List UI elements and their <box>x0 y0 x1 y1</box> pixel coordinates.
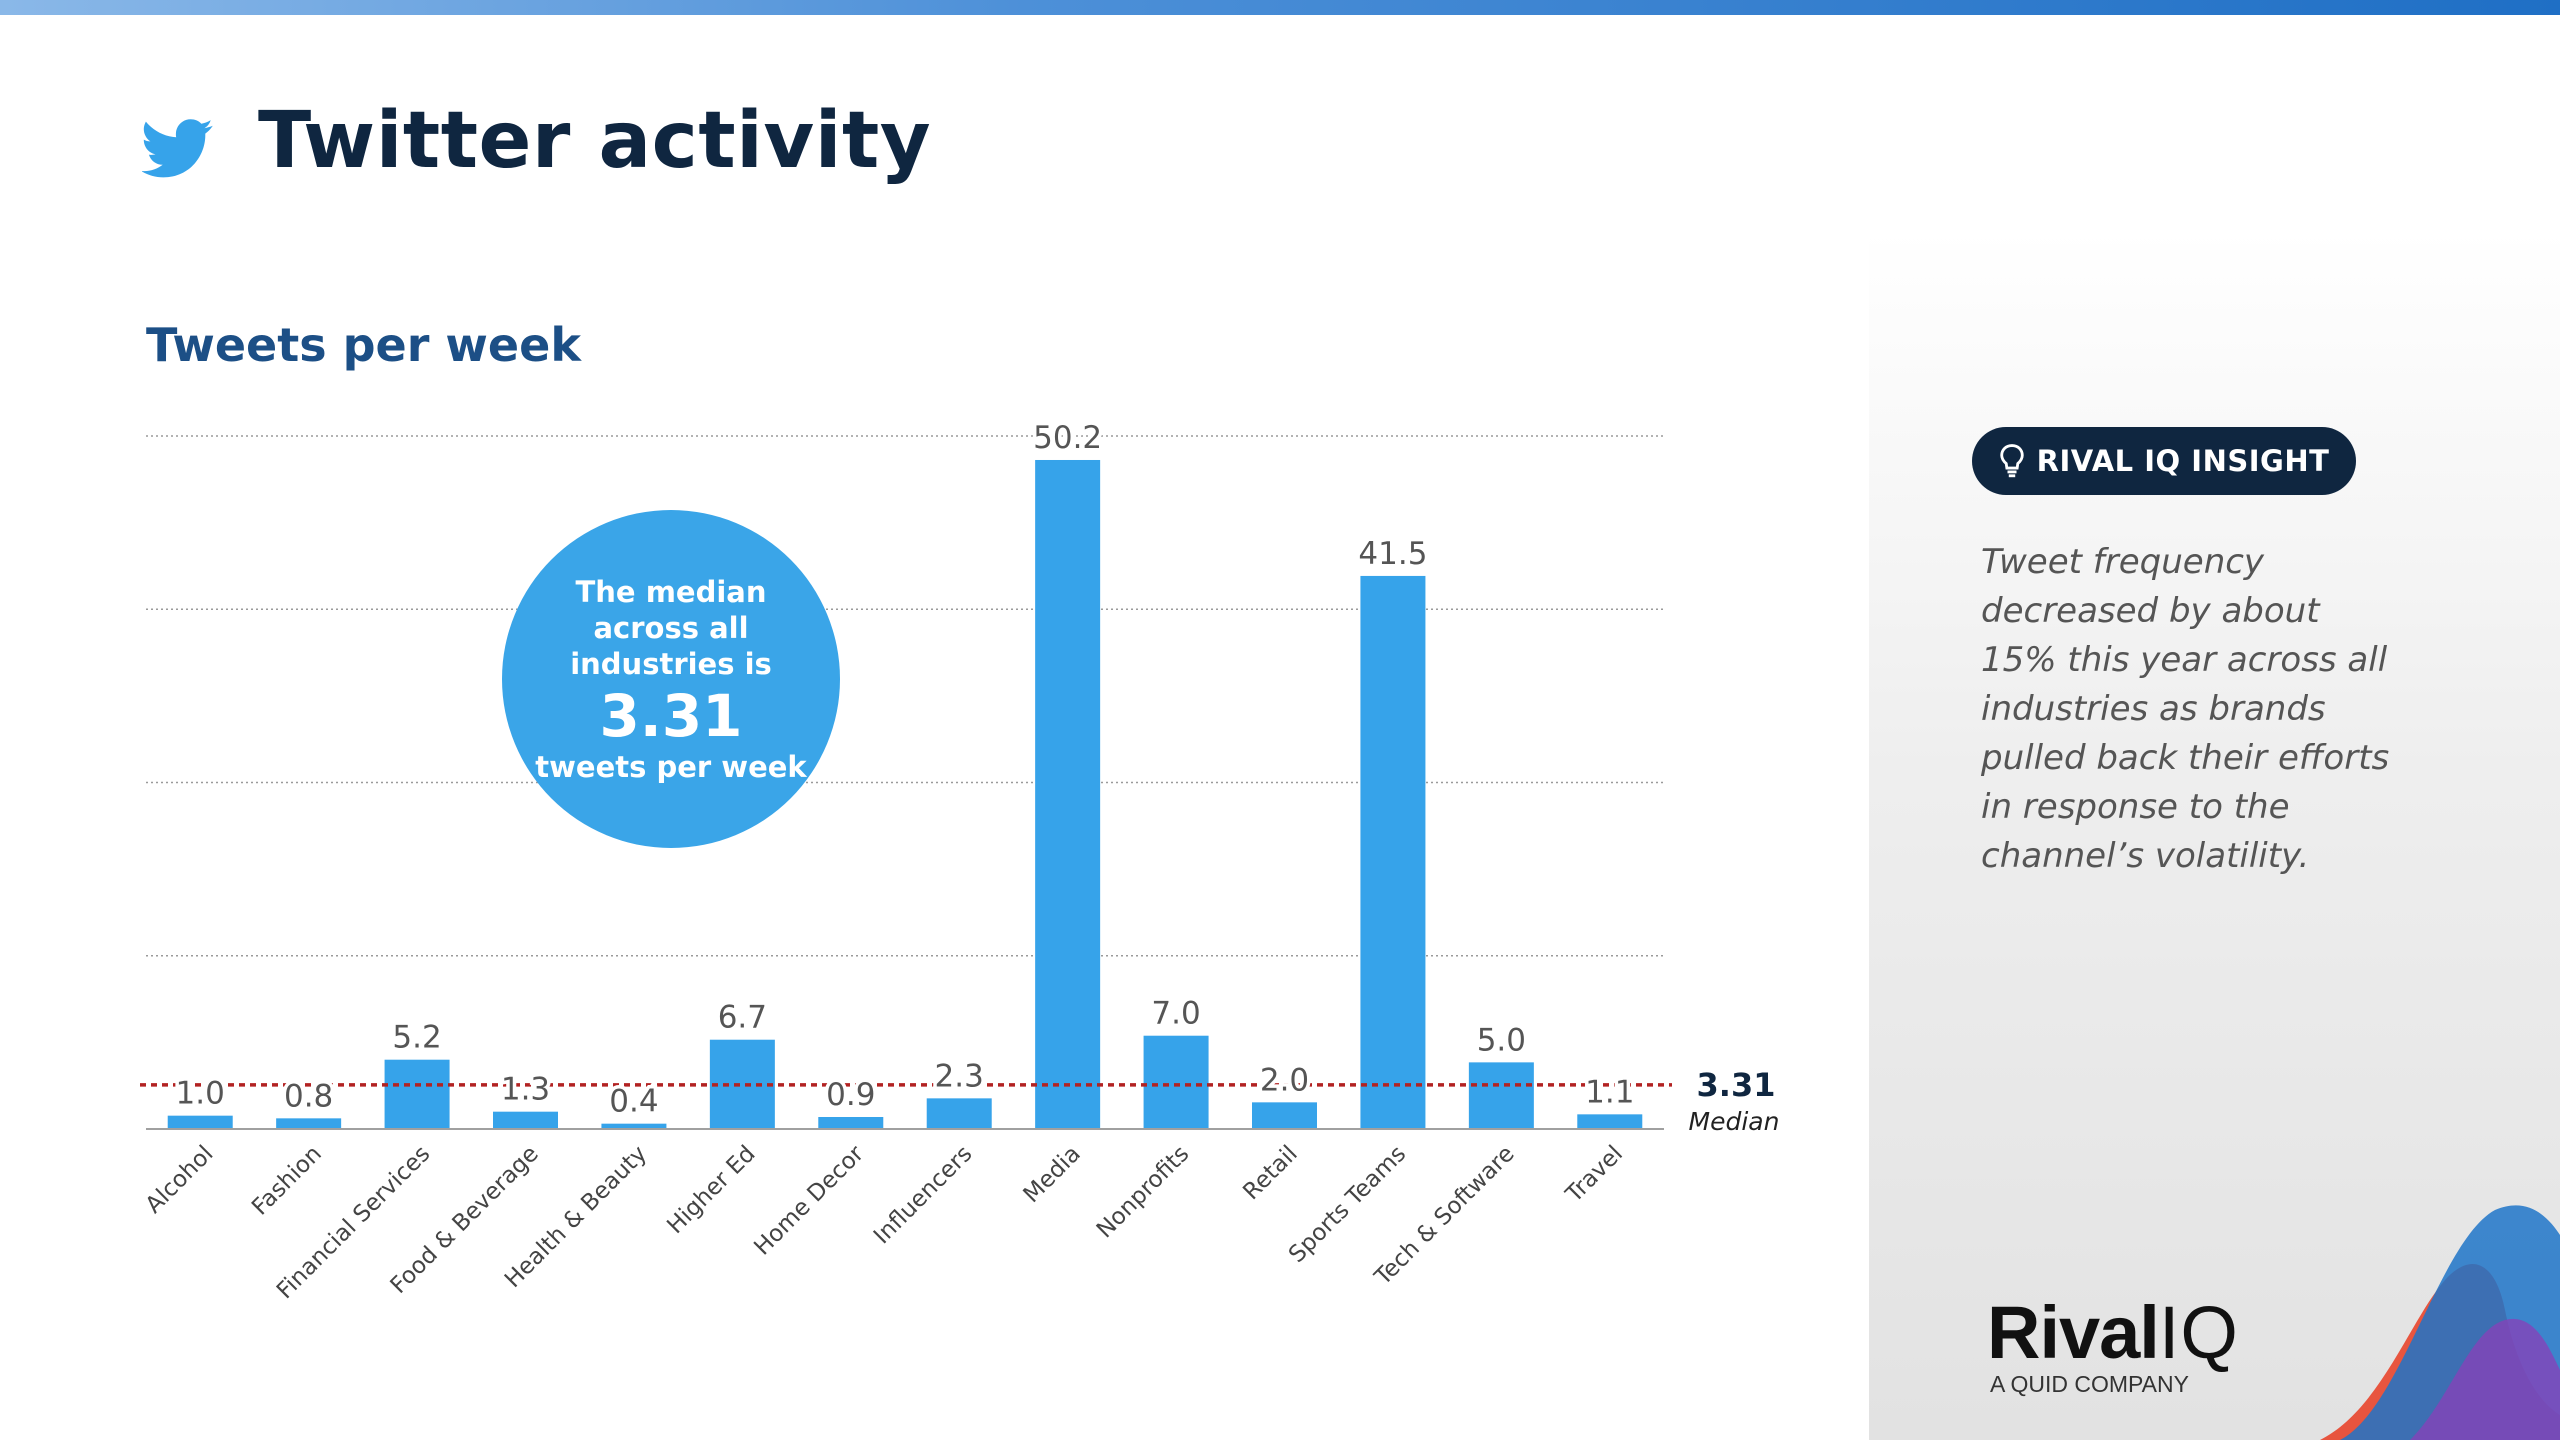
value-label-2: 5.2 <box>392 1020 441 1056</box>
bar-0 <box>167 1115 233 1129</box>
value-label-12: 5.0 <box>1477 1022 1526 1058</box>
category-label-13: Travel <box>1561 1141 1628 1208</box>
chart-subtitle: Tweets per week <box>146 318 581 372</box>
logo-word-iq: IQ <box>2158 1291 2239 1374</box>
median-value-label: 3.31 <box>1697 1066 1776 1104</box>
value-label-0: 1.0 <box>176 1076 225 1112</box>
bar-13 <box>1577 1114 1643 1129</box>
bar-2 <box>384 1059 450 1129</box>
category-label-10: Retail <box>1238 1141 1302 1205</box>
value-label-6: 0.9 <box>826 1077 875 1113</box>
bar-chart: 1.0 0.8 5.2 1.3 0.4 6.7 0.9 2.3 50.2 7.0 2.0 41.5 5.… <box>140 419 1780 1305</box>
insight-badge: RIVAL IQ INSIGHT <box>1972 427 2356 495</box>
bar-11 <box>1360 575 1426 1129</box>
lightbulb-icon <box>1999 444 2024 478</box>
value-label-5: 6.7 <box>718 1000 767 1036</box>
category-label-5: Higher Ed <box>662 1141 760 1239</box>
bar-6 <box>818 1117 884 1129</box>
value-label-13: 1.1 <box>1585 1074 1634 1110</box>
top-accent-bar <box>0 0 2560 15</box>
bar-12 <box>1468 1062 1534 1129</box>
value-label-8: 50.2 <box>1033 420 1102 456</box>
value-label-10: 2.0 <box>1260 1062 1309 1098</box>
logo-word-rival: Rival <box>1987 1291 2160 1374</box>
bar-3 <box>493 1111 558 1129</box>
bar-8 <box>1035 459 1101 1129</box>
decorative-waves <box>2320 1205 2560 1440</box>
callout-unit-text: tweets per week <box>535 750 807 784</box>
category-label-8: Media <box>1019 1141 1086 1208</box>
value-label-11: 41.5 <box>1358 536 1427 572</box>
bar-1 <box>276 1118 342 1129</box>
bar-4 <box>601 1123 667 1129</box>
insight-badge-label: RIVAL IQ INSIGHT <box>2036 444 2330 478</box>
category-label-7: Influencers <box>869 1141 977 1249</box>
value-label-3: 1.3 <box>501 1072 550 1108</box>
category-label-1: Fashion <box>247 1141 327 1221</box>
rival-iq-logo: RivalIQ <box>1987 1296 2239 1370</box>
bar-7 <box>926 1098 992 1129</box>
value-label-1: 0.8 <box>284 1078 333 1114</box>
category-label-6: Home Decor <box>749 1140 869 1260</box>
insight-text: Tweet frequency decreased by about 15% t… <box>1981 542 2390 876</box>
page-title: Twitter activity <box>258 96 932 186</box>
value-label-9: 7.0 <box>1151 996 1200 1032</box>
value-label-7: 2.3 <box>935 1058 984 1094</box>
value-label-4: 0.4 <box>609 1084 658 1120</box>
category-label-9: Nonprofits <box>1092 1141 1195 1244</box>
logo-tagline: A QUID COMPANY <box>1990 1371 2189 1397</box>
callout-intro-text: The median across all industries is <box>570 575 772 681</box>
median-callout-bubble: The median across all industries is 3.31… <box>502 510 840 848</box>
callout-median-value: 3.31 <box>599 682 743 750</box>
category-label-0: Alcohol <box>141 1141 219 1219</box>
bar-5 <box>709 1039 775 1129</box>
median-caption-label: Median <box>1689 1107 1780 1136</box>
twitter-bird-icon <box>142 119 213 178</box>
bar-10 <box>1252 1102 1317 1129</box>
bar-9 <box>1143 1035 1209 1129</box>
